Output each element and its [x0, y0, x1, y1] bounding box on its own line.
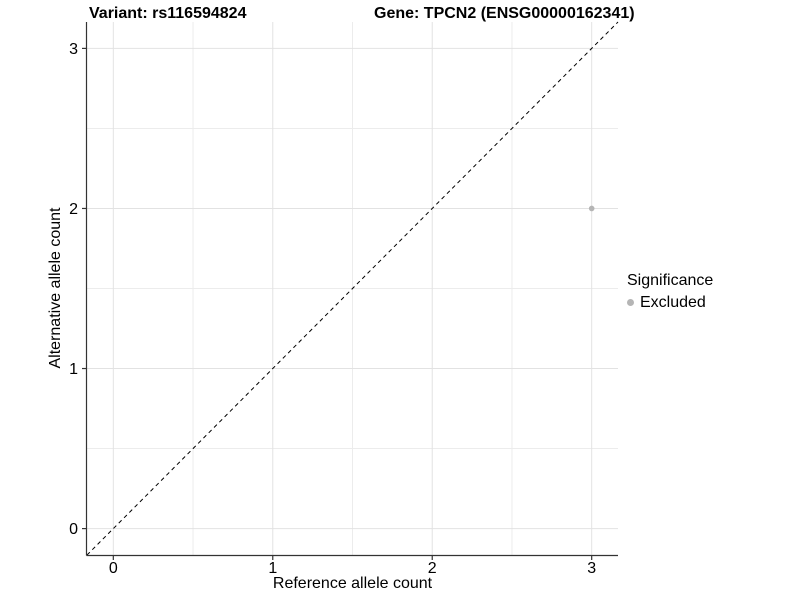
- y-axis-title: Alternative allele count: [47, 207, 64, 369]
- excluded-point-icon: [627, 299, 634, 306]
- y-tick-label: 1: [69, 361, 78, 378]
- x-tick-label: 0: [109, 560, 118, 577]
- y-tick-label: 0: [69, 521, 78, 538]
- data-point-excluded: [588, 205, 595, 212]
- legend: Significance Excluded: [627, 271, 713, 312]
- legend-entry-label: Excluded: [640, 294, 706, 311]
- x-tick-label: 1: [268, 560, 277, 577]
- legend-entry-excluded: Excluded: [627, 293, 713, 312]
- y-tick-label: 2: [69, 201, 78, 218]
- legend-title: Significance: [627, 272, 714, 289]
- x-tick-label: 2: [428, 560, 437, 577]
- x-axis-title: Reference allele count: [272, 575, 433, 592]
- y-tick-label: 3: [69, 41, 78, 58]
- x-tick-label: 3: [587, 560, 596, 577]
- identity-dashed-line: [86, 21, 619, 556]
- gene-title: Gene: TPCN2 (ENSG00000162341): [374, 5, 635, 22]
- variant-title: Variant: rs116594824: [89, 5, 247, 22]
